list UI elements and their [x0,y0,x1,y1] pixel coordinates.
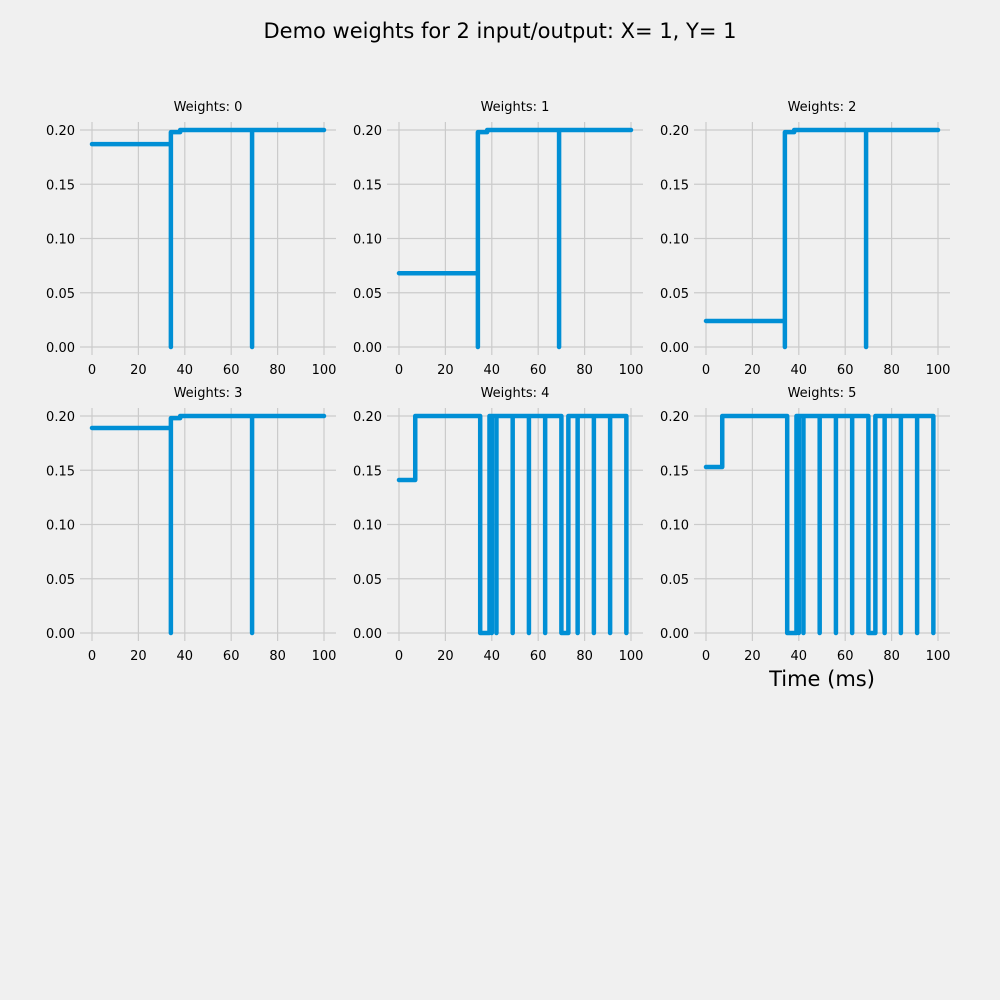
x-tick-label: 20 [744,363,761,378]
series-line-0 [396,127,634,350]
x-tick-label: 40 [177,649,194,664]
subplot-3: 0 20 40 60 80 100 0.00 0.05 0.10 0.15 0.20 Weights:… [46,386,336,664]
y-tick-label: 0.00 [660,341,689,356]
x-tick-label: 20 [744,649,761,664]
x-tick-label: 80 [269,363,286,378]
y-tick-label: 0.15 [660,178,689,193]
y-tick-label: 0.00 [660,627,689,642]
gridlines [80,408,336,641]
x-tick-label: 80 [576,363,593,378]
y-tick-label: 0.05 [353,573,382,588]
x-tick-label: 20 [437,649,454,664]
y-tick-label: 0.00 [353,341,382,356]
y-tick-label: 0.15 [353,464,382,479]
series-line-0 [703,413,936,636]
y-tick-label: 0.15 [353,178,382,193]
y-tick-label: 0.10 [660,233,689,248]
y-tick-label: 0.15 [46,178,75,193]
subplots-grid: 0 20 40 60 80 100 0.00 0.05 0.10 0.15 0.20 Weights:… [46,100,950,691]
x-tick-label: 100 [926,649,951,664]
subplot-title: Weights: 1 [481,100,550,115]
x-tick-label: 80 [883,649,900,664]
subplot-5: 0 20 40 60 80 100 0.00 0.05 0.10 0.15 0.20 Weights:… [660,386,950,691]
x-tick-label: 60 [837,649,854,664]
x-tick-label: 20 [130,363,147,378]
x-tick-label: 60 [530,363,547,378]
y-tick-label: 0.20 [353,410,382,425]
subplot-title: Weights: 2 [788,100,857,115]
subplot-4: 0 20 40 60 80 100 0.00 0.05 0.10 0.15 0.20 Weights:… [353,386,643,664]
x-tick-label: 80 [883,363,900,378]
y-tick-label: 0.15 [46,464,75,479]
series-line-0 [89,413,327,636]
x-tick-label: 60 [223,649,240,664]
series-line-0 [396,413,629,636]
gridlines [387,122,643,355]
y-tick-label: 0.10 [660,519,689,534]
x-tick-label: 20 [437,363,454,378]
x-tick-label: 40 [177,363,194,378]
x-tick-label: 40 [484,649,501,664]
y-tick-label: 0.20 [46,124,75,139]
x-axis-label: Time (ms) [768,667,875,691]
x-tick-label: 100 [619,649,644,664]
x-tick-label: 60 [837,363,854,378]
x-tick-label: 80 [576,649,593,664]
y-tick-label: 0.20 [660,410,689,425]
x-tick-label: 0 [88,649,96,664]
subplot-0: 0 20 40 60 80 100 0.00 0.05 0.10 0.15 0.20 Weights:… [46,100,336,378]
y-tick-label: 0.00 [353,627,382,642]
x-tick-label: 0 [395,363,403,378]
gridlines [694,408,950,641]
subplot-title: Weights: 4 [481,386,550,401]
series-line-0 [703,127,941,350]
x-tick-label: 100 [312,363,337,378]
subplot-title: Weights: 3 [174,386,243,401]
y-tick-label: 0.10 [353,519,382,534]
x-tick-label: 20 [130,649,147,664]
figure-title: Demo weights for 2 input/output: X= 1, Y… [263,19,736,43]
y-tick-label: 0.05 [353,287,382,302]
x-tick-label: 40 [484,363,501,378]
x-tick-label: 60 [223,363,240,378]
gridlines [387,408,643,641]
y-tick-label: 0.10 [353,233,382,248]
x-tick-label: 100 [312,649,337,664]
subplot-title: Weights: 5 [788,386,857,401]
x-tick-label: 0 [88,363,96,378]
x-tick-label: 40 [791,363,808,378]
y-tick-label: 0.00 [46,341,75,356]
subplot-title: Weights: 0 [174,100,243,115]
subplot-2: 0 20 40 60 80 100 0.00 0.05 0.10 0.15 0.20 Weights:… [660,100,950,378]
x-tick-label: 60 [530,649,547,664]
y-tick-label: 0.05 [46,573,75,588]
subplot-1: 0 20 40 60 80 100 0.00 0.05 0.10 0.15 0.20 Weights:… [353,100,643,378]
y-tick-label: 0.20 [46,410,75,425]
y-tick-label: 0.15 [660,464,689,479]
y-tick-label: 0.05 [46,287,75,302]
x-tick-label: 0 [702,649,710,664]
x-tick-label: 0 [395,649,403,664]
y-tick-label: 0.05 [660,287,689,302]
x-tick-label: 80 [269,649,286,664]
x-tick-label: 40 [791,649,808,664]
y-tick-label: 0.20 [353,124,382,139]
gridlines [80,122,336,355]
y-tick-label: 0.10 [46,233,75,248]
x-tick-label: 100 [619,363,644,378]
y-tick-label: 0.05 [660,573,689,588]
x-tick-label: 100 [926,363,951,378]
series-line-0 [89,127,327,350]
gridlines [694,122,950,355]
x-tick-label: 0 [702,363,710,378]
y-tick-label: 0.00 [46,627,75,642]
y-tick-label: 0.20 [660,124,689,139]
y-tick-label: 0.10 [46,519,75,534]
